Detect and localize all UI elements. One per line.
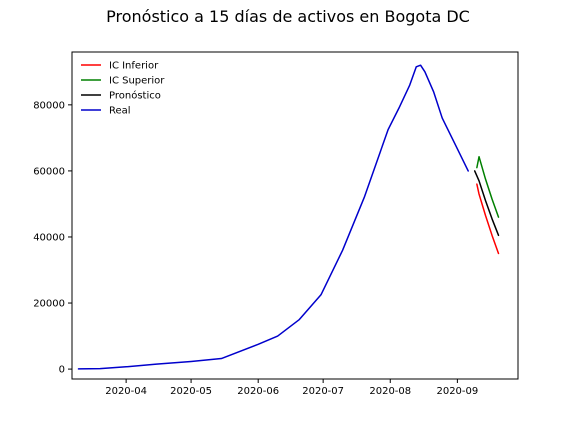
x-tick-label: 2020-05 bbox=[170, 386, 212, 397]
series-line-1 bbox=[476, 155, 500, 218]
series-line-0 bbox=[476, 183, 500, 255]
axis-layer: 2020-04 2020-05 2020-06 2020-07 2020-08 2020-… bbox=[33, 100, 478, 397]
plot-area bbox=[71, 51, 519, 380]
y-tick-label: 0 bbox=[59, 365, 65, 376]
x-tick-label: 2020-07 bbox=[302, 386, 344, 397]
x-tick-label: 2020-06 bbox=[237, 386, 279, 397]
y-tick-label: 60000 bbox=[33, 166, 65, 177]
series-line-2 bbox=[473, 170, 500, 237]
x-tick-label: 2020-09 bbox=[436, 386, 478, 397]
chart-title: Pronóstico a 15 días de activos en Bogot… bbox=[106, 7, 470, 26]
y-tick-label: 80000 bbox=[33, 100, 65, 111]
x-tick-label: 2020-08 bbox=[369, 386, 411, 397]
x-tick-label: 2020-04 bbox=[105, 386, 147, 397]
y-tick-label: 20000 bbox=[33, 299, 65, 310]
legend-label-0: IC Inferior bbox=[109, 61, 159, 72]
legend-label-3: Real bbox=[109, 106, 131, 117]
legend: IC Inferior IC Superior Pronóstico Real bbox=[81, 61, 165, 117]
series-line-3 bbox=[77, 64, 469, 370]
legend-label-1: IC Superior bbox=[109, 76, 165, 87]
series-layer bbox=[77, 64, 500, 370]
legend-label-2: Pronóstico bbox=[109, 90, 161, 102]
y-tick-label: 40000 bbox=[33, 232, 65, 243]
